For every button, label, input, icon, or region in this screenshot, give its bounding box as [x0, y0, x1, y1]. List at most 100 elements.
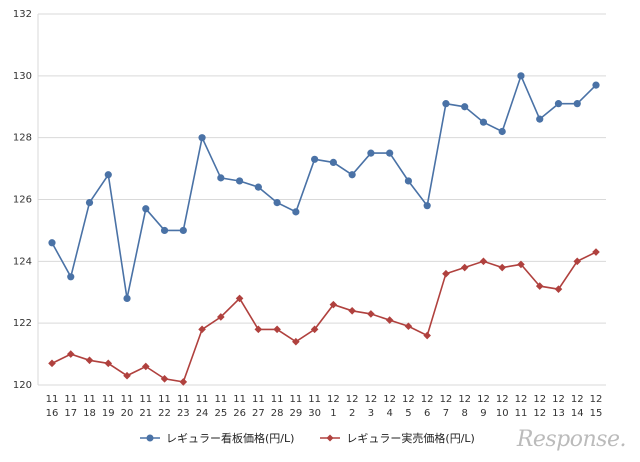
x-tick-label-month: 11 [177, 394, 190, 405]
data-point [592, 248, 600, 256]
x-tick-label-day: 12 [533, 408, 546, 419]
x-tick-label-month: 11 [102, 394, 115, 405]
data-point [404, 322, 413, 331]
data-point [554, 100, 563, 108]
x-tick-label-month: 11 [46, 394, 59, 405]
legend-swatch-series-2 [320, 434, 341, 442]
data-point [235, 177, 244, 185]
x-tick-label-day: 23 [177, 408, 190, 419]
data-point [67, 273, 75, 281]
data-point [198, 134, 206, 142]
data-point [329, 158, 337, 166]
x-tick-label-day: 14 [571, 408, 584, 419]
data-point [348, 171, 356, 179]
data-point [423, 202, 431, 210]
x-tick-label-day: 11 [515, 408, 528, 419]
x-tick-label-month: 12 [346, 394, 359, 405]
y-tick-label: 124 [13, 256, 32, 267]
x-tick-label-day: 25 [214, 408, 227, 419]
y-tick-label: 120 [13, 380, 32, 391]
data-point [329, 300, 338, 309]
data-point [273, 325, 281, 334]
x-tick-label-day: 18 [83, 408, 96, 419]
y-tick-label: 126 [13, 195, 32, 206]
data-point [85, 356, 94, 365]
y-tick-label: 132 [13, 9, 32, 20]
x-tick-label-month: 11 [64, 394, 77, 405]
data-point [217, 313, 225, 321]
x-tick-label-month: 12 [327, 394, 340, 405]
data-point [48, 359, 56, 368]
data-point [498, 263, 507, 272]
data-point [311, 155, 319, 163]
data-point [160, 226, 169, 235]
data-point [66, 350, 75, 358]
data-point [348, 307, 356, 315]
x-tick-label-month: 11 [196, 394, 209, 405]
data-point [292, 337, 300, 346]
data-point [273, 198, 281, 207]
data-point [310, 325, 319, 334]
data-point [461, 103, 469, 111]
data-point [142, 205, 150, 213]
x-tick-label-day: 20 [121, 408, 134, 419]
x-tick-label-day: 30 [308, 408, 321, 419]
x-tick-label-day: 5 [405, 408, 411, 419]
x-tick-label-month: 11 [252, 394, 265, 405]
data-point [498, 127, 506, 136]
x-tick-label-month: 12 [440, 394, 453, 405]
x-tick-label-day: 13 [552, 408, 565, 419]
data-point [367, 310, 375, 318]
x-tick-label-day: 28 [271, 408, 284, 419]
x-tick-label-day: 1 [330, 408, 336, 419]
x-tick-label-day: 21 [139, 408, 152, 419]
data-point [367, 149, 375, 157]
x-tick-label-month: 11 [271, 394, 284, 405]
x-tick-label-month: 12 [383, 394, 396, 405]
data-point [123, 294, 131, 303]
legend-swatch-series-1 [140, 434, 160, 442]
x-tick-label-day: 15 [590, 408, 603, 419]
x-tick-label-month: 11 [139, 394, 152, 405]
data-point [385, 316, 394, 324]
x-tick-label-month: 12 [533, 394, 546, 405]
data-point [536, 115, 544, 123]
data-point [517, 260, 525, 269]
x-tick-label-day: 27 [252, 408, 265, 419]
series-line-2 [51, 251, 597, 383]
x-tick-label-month: 12 [421, 394, 434, 405]
data-point [554, 285, 563, 293]
data-point [254, 325, 263, 334]
legend-label-series-1: レギュラー看板価格(円/L) [166, 432, 295, 445]
data-point [141, 362, 150, 371]
data-point [179, 378, 188, 386]
data-point [573, 257, 582, 266]
x-tick-label-month: 11 [233, 394, 246, 405]
data-point [442, 100, 450, 108]
y-tick-label: 128 [13, 133, 32, 144]
data-point [217, 174, 225, 182]
x-tick-label-month: 12 [515, 394, 528, 405]
data-point [423, 331, 431, 340]
x-tick-label-day: 29 [289, 408, 302, 419]
x-tick-label-month: 11 [83, 394, 96, 405]
data-point [104, 359, 113, 368]
x-tick-label-day: 4 [386, 408, 392, 419]
data-point [386, 149, 394, 157]
legend-item-series-1: レギュラー看板価格(円/L) [140, 430, 294, 446]
legend: レギュラー看板価格(円/L) レギュラー実売価格(円/L) [140, 430, 475, 446]
data-point [592, 81, 600, 89]
x-tick-label-month: 12 [458, 394, 471, 405]
data-point [104, 171, 112, 179]
data-point [198, 325, 206, 334]
data-point [442, 269, 450, 278]
x-tick-label-month: 11 [214, 394, 227, 405]
x-tick-label-month: 12 [590, 394, 603, 405]
legend-label-series-2: レギュラー実売価格(円/L) [346, 432, 475, 445]
x-tick-label-month: 11 [308, 394, 321, 405]
data-point [460, 263, 469, 272]
x-tick-label-day: 24 [196, 408, 209, 419]
x-tick-label-month: 12 [477, 394, 490, 405]
y-tick-label: 122 [13, 318, 32, 329]
